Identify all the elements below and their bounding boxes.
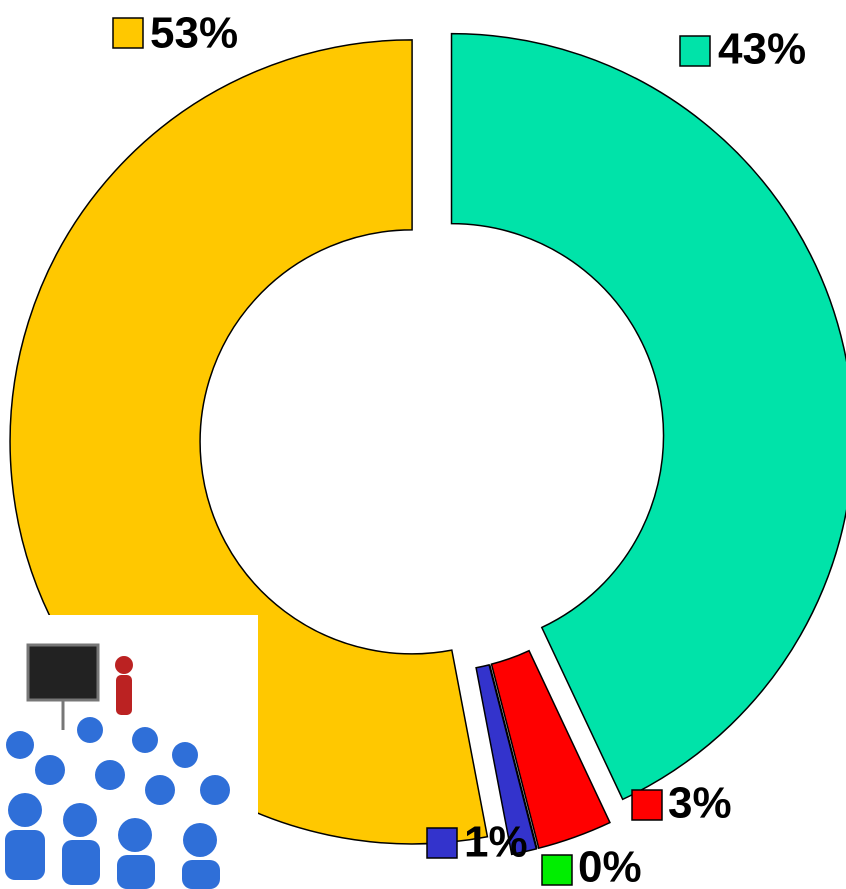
legend-swatch — [113, 18, 143, 48]
chart: 43% 3% 0% 1% 53% — [0, 0, 846, 889]
value-label: 3% — [668, 779, 732, 828]
value-label: 0% — [578, 843, 642, 889]
value-label: 53% — [150, 9, 238, 58]
clipart — [0, 615, 258, 889]
legend-swatch — [632, 790, 662, 820]
value-label: 1% — [464, 818, 528, 867]
legend-swatch — [680, 36, 710, 66]
value-label: 43% — [718, 25, 806, 74]
page: 43%3%0%1%53% (() => { const data = JSON.… — [0, 0, 846, 889]
legend-swatch — [542, 855, 572, 885]
legend-swatch — [427, 828, 457, 858]
